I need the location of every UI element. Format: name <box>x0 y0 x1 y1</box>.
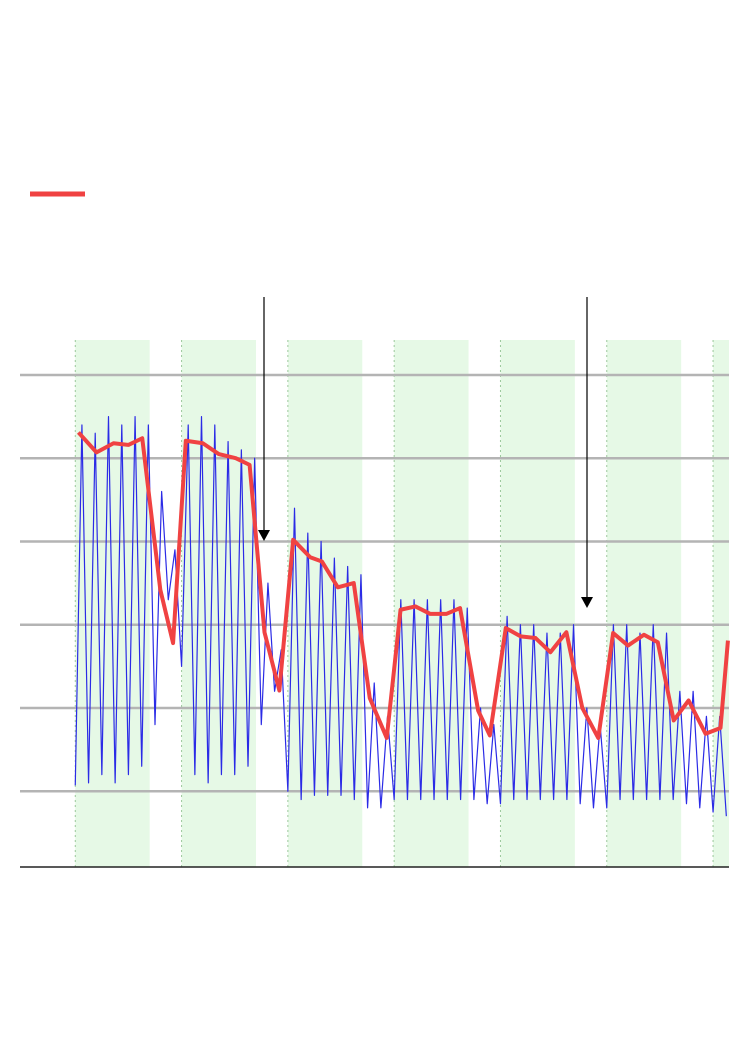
shaded-band <box>606 340 682 867</box>
series-line <box>76 431 730 740</box>
shaded-band <box>394 340 469 867</box>
lines <box>74 415 730 817</box>
shaded-band <box>287 340 363 867</box>
annotation-arrow <box>581 297 593 608</box>
shaded-band <box>713 340 729 867</box>
shaded-band <box>500 340 575 867</box>
shaded-bands <box>74 340 729 867</box>
grid <box>20 373 729 793</box>
series-line <box>74 415 727 817</box>
annotation-arrow <box>258 297 270 541</box>
